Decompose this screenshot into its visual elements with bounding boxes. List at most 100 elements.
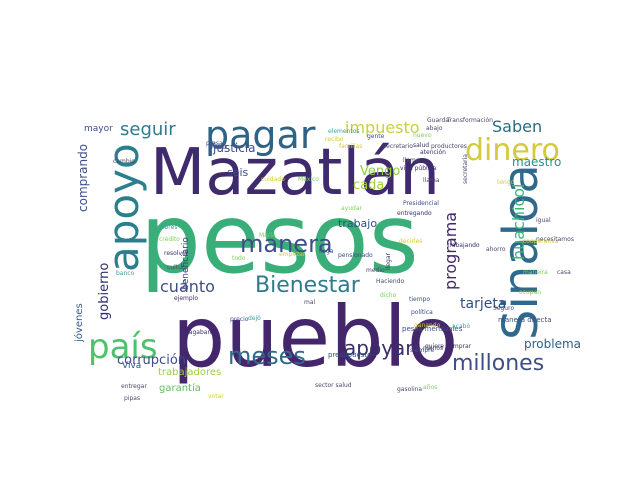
word-mexico: México: [298, 176, 319, 183]
word-beneficiario: beneficiario: [181, 237, 191, 290]
word-pagar: pagar: [205, 113, 316, 157]
word-cooperativa: cooperativa: [523, 238, 559, 245]
word-igual: igual: [536, 217, 551, 224]
word-gente: gente: [367, 133, 385, 140]
word-sector-salud: sector salud: [315, 382, 352, 389]
word-cambio: cambio: [113, 158, 135, 165]
word-problema: problema: [524, 337, 581, 351]
word-menos: menos: [423, 345, 443, 352]
word-huachicol: huachicol: [509, 184, 528, 261]
word-pais: país: [88, 327, 158, 367]
word-garantia: garantía: [159, 382, 201, 394]
word-banco: banco: [116, 270, 135, 277]
word-bienestar: Bienestar: [255, 273, 361, 298]
word-pueblo: pueblo: [172, 288, 458, 386]
word-dejo: dejó: [248, 315, 261, 322]
word-manera: manera: [240, 230, 333, 258]
word-cuanto: cuánto: [160, 277, 215, 296]
word-haciendo: Haciendo: [376, 278, 404, 285]
word-apoyo: apoyo: [99, 143, 148, 272]
word-abajo: abajo: [426, 125, 443, 132]
word-ayudar: ayudar: [341, 205, 363, 212]
word-pesos: pesos: [140, 183, 419, 295]
word-cultura: cultura: [167, 264, 188, 271]
word-mazatlan: Mazatlán: [150, 136, 440, 210]
word-todo: todo: [232, 255, 246, 262]
word-trabajadores: trabajadores: [158, 367, 221, 378]
word-trabajando: trabajando: [447, 242, 480, 249]
word-anos: años: [423, 384, 437, 391]
word-presidencial: Presidencial: [403, 200, 439, 207]
word-ganando: ganando: [414, 322, 441, 329]
word-familias: familias: [339, 143, 362, 150]
word-llama: llama: [423, 177, 440, 184]
word-recibo: recibo: [325, 136, 344, 143]
word-quiere-comprar: quiere comprar: [425, 343, 472, 350]
word-llegar: llegar: [385, 252, 392, 270]
word-cuidado: cuidado: [261, 176, 285, 183]
word-pagaban: pagaban: [185, 329, 211, 336]
word-gobierno: gobierno: [97, 263, 112, 320]
word-resolver: resolver: [164, 250, 189, 257]
word-tarjeta: tarjeta: [460, 296, 506, 312]
word-seguro: Seguro: [493, 305, 514, 312]
word-mayor: mayor: [84, 124, 113, 134]
word-decirles: decirles: [399, 238, 422, 245]
word-seguir: seguir: [120, 119, 176, 140]
word-transformacion: Transformación: [446, 117, 493, 124]
word-viva: Viva: [122, 361, 141, 371]
word-empezar: empezar: [279, 251, 306, 258]
word-ocupan: ocupan: [519, 289, 541, 296]
word-salud: salud: [413, 142, 429, 149]
word-maneira: maneira: [523, 269, 548, 276]
word-meses: meses: [228, 342, 306, 370]
word-entregando: entregando: [397, 210, 432, 217]
word-pensionado: pensionado: [338, 252, 373, 259]
word-necesitamos: necesitamos: [536, 236, 574, 243]
word-saben: Saben: [492, 117, 542, 136]
word-programa: programa: [441, 212, 460, 290]
word-precio: precio: [230, 316, 249, 323]
word-pesos-mensuales: pesos mensuales: [402, 325, 463, 333]
word-vengo: Vengo: [360, 164, 400, 179]
word-elementos: elementos: [328, 128, 360, 135]
word-nuevo: nuevo: [413, 132, 432, 139]
word-trabajo: trabajo: [338, 217, 377, 230]
word-tiempo: tiempo: [409, 296, 430, 303]
word-medio: medio: [366, 267, 385, 274]
word-secretario: secretario: [383, 143, 413, 150]
word-apoyar: apoyar: [344, 336, 414, 360]
word-dicho: dicho: [380, 292, 397, 299]
word-entregar: entregar: [121, 383, 147, 390]
word-llamo: llamo: [403, 157, 420, 164]
word-credito: crédito: [159, 236, 180, 243]
word-maria: María: [259, 232, 276, 239]
word-secretaria: secretaria: [462, 154, 469, 184]
word-productores: productores: [431, 143, 467, 150]
word-llega: llega: [319, 248, 334, 255]
word-impuesto: impuesto: [345, 118, 420, 137]
word-ahorro: ahorro: [486, 246, 506, 253]
word-millones: millones: [452, 351, 544, 376]
word-comprando: comprando: [76, 144, 90, 212]
word-cada: cada: [353, 178, 384, 193]
word-peso: peso: [208, 142, 227, 151]
word-mal: mal: [304, 299, 316, 306]
word-jovenes: jóvenes: [73, 303, 85, 343]
word-pipas: pipas: [124, 395, 140, 402]
word-casa: casa: [557, 269, 571, 276]
word-maestro: maestro: [512, 155, 561, 169]
word-sinaloa: Sinaloa: [493, 164, 549, 340]
word-dinero: dinero: [465, 133, 560, 168]
word-presa: presa: [206, 140, 223, 147]
word-atencion: atención: [420, 149, 446, 156]
word-presupuesto: presupuesto: [328, 351, 371, 359]
word-ejemplo: ejemplo: [174, 295, 198, 302]
word-justicia: justicia: [212, 141, 256, 155]
word-vida-publica: vida pública: [400, 165, 437, 172]
word-politica: política: [411, 309, 433, 316]
word-gasolina: gasolina: [397, 386, 422, 393]
word-corrupcion: corrupción: [117, 353, 186, 368]
word-siempre: siempre: [410, 347, 434, 354]
